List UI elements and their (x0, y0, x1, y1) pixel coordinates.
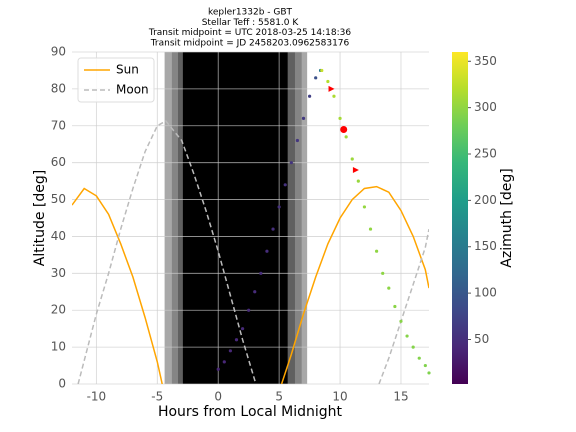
night-band (182, 52, 288, 384)
target-point (307, 94, 312, 98)
target-point (417, 356, 421, 360)
series-line (72, 185, 429, 384)
colorbar-tick-label: 250 (474, 147, 497, 161)
transit-marker (340, 125, 348, 133)
y-tick-label: 90 (51, 45, 66, 59)
target-point (387, 286, 391, 290)
chart-title: Transit midpoint = UTC 2018-03-25 14:18:… (148, 28, 351, 38)
colorbar-label: Azimuth [deg] (499, 168, 515, 267)
target-point (253, 290, 257, 294)
target-point (314, 76, 318, 80)
x-tick-label: 10 (332, 390, 347, 404)
transit-marker (328, 85, 335, 92)
y-tick-label: 80 (51, 81, 66, 95)
target-point (259, 271, 263, 275)
target-point (320, 68, 324, 73)
x-tick-label: 5 (275, 390, 283, 404)
target-point (247, 308, 251, 312)
y-tick-label: 0 (58, 377, 66, 391)
target-point (222, 360, 226, 364)
target-point (326, 79, 330, 84)
legend-label: Sun (116, 63, 139, 77)
x-tick-label: 15 (393, 390, 408, 404)
colorbar-tick-label: 350 (474, 54, 497, 68)
target-point (271, 227, 275, 231)
x-tick-label: -5 (151, 390, 163, 404)
colorbar-tick-label: 200 (474, 193, 497, 207)
target-point (216, 367, 220, 371)
legend-label: Moon (116, 83, 149, 97)
x-tick-label: -10 (87, 390, 107, 404)
target-point (375, 249, 379, 253)
target-point (344, 135, 348, 139)
x-tick-label: 0 (214, 390, 222, 404)
target-point (277, 205, 281, 209)
target-point (405, 334, 409, 338)
target-point (332, 94, 336, 98)
colorbar-tick-label: 150 (474, 239, 497, 253)
target-point (295, 138, 300, 143)
target-point (411, 345, 415, 349)
target-point (289, 161, 293, 165)
target-point (350, 157, 354, 161)
y-tick-label: 10 (51, 340, 66, 354)
colorbar (452, 52, 468, 384)
target-point (301, 116, 306, 120)
target-point (356, 179, 360, 183)
target-point (283, 183, 287, 187)
colorbar-tick-label: 50 (474, 332, 489, 346)
target-point (423, 363, 427, 368)
target-point (362, 205, 367, 209)
y-tick-label: 40 (51, 229, 66, 243)
y-axis-label: Altitude [deg] (32, 170, 48, 266)
target-point (393, 304, 397, 309)
target-point (265, 249, 269, 253)
colorbar-tick-label: 300 (474, 100, 497, 114)
target-point (427, 371, 431, 375)
target-point (240, 327, 245, 331)
chart-title: kepler1332b - GBT (208, 8, 293, 18)
y-tick-label: 20 (51, 303, 66, 317)
transit-marker (352, 167, 359, 174)
target-point (338, 116, 342, 120)
x-axis-label: Hours from Local Midnight (158, 404, 343, 420)
y-tick-label: 50 (51, 192, 66, 206)
target-point (234, 338, 239, 342)
colorbar-tick-label: 100 (474, 286, 497, 300)
y-tick-label: 30 (51, 266, 66, 280)
series-line (77, 120, 429, 384)
target-point (381, 271, 385, 275)
chart-title: Stellar Teff : 5581.0 K (202, 18, 300, 28)
y-tick-label: 70 (51, 118, 66, 132)
target-point (228, 349, 232, 353)
y-tick-label: 60 (51, 155, 66, 169)
legend-box (77, 57, 155, 103)
target-point (399, 319, 403, 323)
chart-title: Transit midpoint = JD 2458203.0962583176 (150, 38, 350, 48)
target-point (368, 227, 373, 231)
